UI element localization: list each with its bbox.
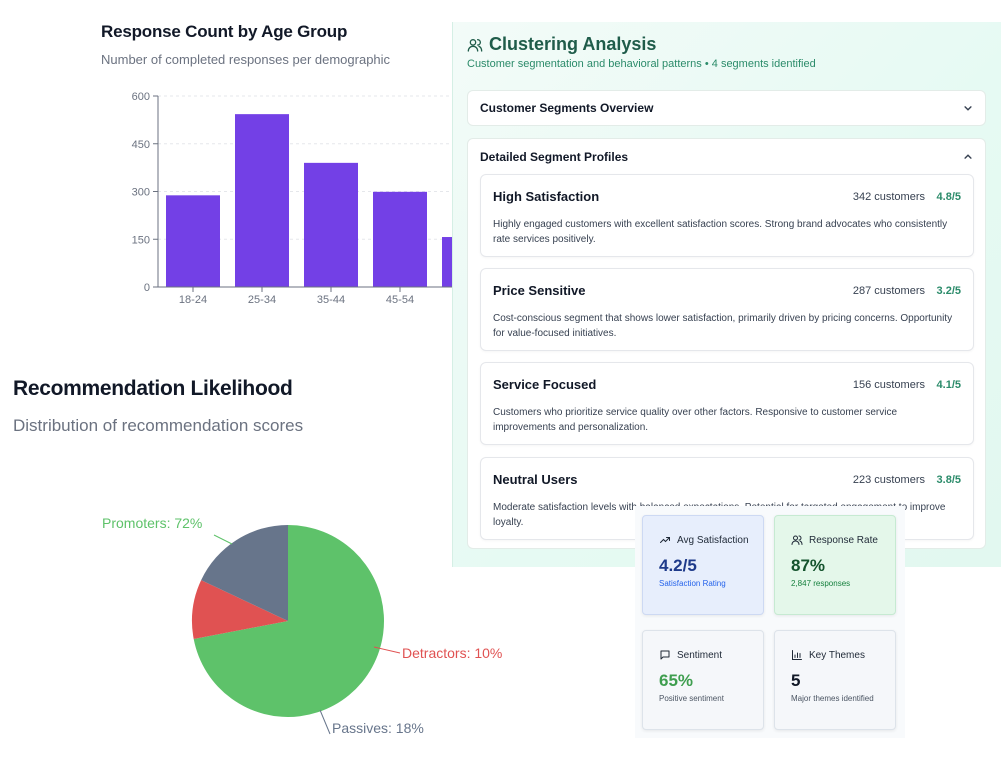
pie-label-line: [373, 646, 401, 654]
segments-overview-accordion[interactable]: Customer Segments Overview: [467, 90, 986, 126]
x-tick-label: 18-24: [179, 294, 207, 306]
metric-caption: Positive sentiment: [659, 694, 724, 703]
pie-slice[interactable]: [193, 525, 384, 717]
metric-label: Response Rate: [809, 534, 878, 546]
bar[interactable]: [373, 191, 427, 287]
segment-score: 3.8/5: [936, 474, 961, 486]
pie-slice-label: Promoters: 72%: [102, 515, 202, 531]
metric-caption: 2,847 responses: [791, 579, 851, 588]
y-tick-label: 450: [132, 139, 150, 151]
segment-count: 342 customers: [852, 191, 925, 203]
pie-slice-label: Passives: 18%: [332, 720, 424, 736]
segment-count: 223 customers: [852, 474, 925, 486]
segments-overview-label: Customer Segments Overview: [480, 101, 654, 115]
metric-card-sentiment: Sentiment 65% Positive sentiment: [642, 630, 764, 730]
bar-chart-icon: [792, 650, 802, 660]
bar[interactable]: [235, 114, 289, 288]
metric-card-response-rate: Response Rate 87% 2,847 responses: [774, 515, 896, 615]
pie-chart: Promoters: 72% Detractors: 10% Passives: 1…: [102, 515, 502, 736]
clustering-panel: Clustering Analysis Customer segmentatio…: [452, 22, 1001, 567]
segment-card[interactable]: Service Focused 156 customers 4.1/5 Cust…: [480, 362, 974, 445]
y-tick-label: 150: [132, 234, 150, 246]
pie-slice[interactable]: [201, 525, 288, 621]
metric-value: 4.2/5: [659, 556, 697, 575]
metric-caption: Major themes identified: [791, 694, 874, 703]
metric-card-avg-satisfaction: Avg Satisfaction 4.2/5 Satisfaction Rati…: [642, 515, 764, 615]
trending-up-icon: [660, 537, 670, 543]
segment-name: Service Focused: [493, 377, 597, 392]
segment-name: High Satisfaction: [493, 189, 600, 204]
segment-count: 287 customers: [852, 285, 925, 297]
bar-chart-title: Response Count by Age Group: [101, 22, 348, 41]
y-tick-label: 600: [132, 91, 150, 103]
segment-profiles-toggle[interactable]: Detailed Segment Profiles: [480, 139, 975, 175]
clustering-header: Clustering Analysis: [467, 34, 656, 55]
segment-name: Neutral Users: [493, 472, 578, 487]
bar[interactable]: [166, 195, 220, 287]
metric-label: Sentiment: [677, 649, 723, 661]
clustering-subtitle: Customer segmentation and behavioral pat…: [467, 58, 816, 70]
x-tick-label: 25-34: [248, 294, 276, 306]
segment-name: Price Sensitive: [493, 283, 586, 298]
segment-description: Highly engaged customers with excellent …: [493, 219, 948, 245]
segment-profiles-accordion: Detailed Segment Profiles High Satisfact…: [467, 138, 986, 549]
y-tick-label: 0: [144, 282, 150, 294]
bar-chart-section: Response Count by Age Group Number of co…: [0, 0, 460, 330]
y-tick-label: 300: [132, 187, 150, 199]
segment-score: 4.1/5: [936, 379, 961, 391]
segments-overview-toggle[interactable]: Customer Segments Overview: [480, 91, 975, 125]
segment-description: Customers who prioritize service quality…: [493, 407, 898, 433]
bar-chart: 0 150 300 450 600 18-24 25-34 35-44 45-54: [132, 91, 460, 306]
bar[interactable]: [304, 162, 358, 287]
segment-description: Cost-conscious segment that shows lower …: [493, 313, 953, 339]
segment-card[interactable]: High Satisfaction 342 customers 4.8/5 Hi…: [480, 174, 974, 257]
segment-count: 156 customers: [852, 379, 925, 391]
pie-label-line: [213, 534, 233, 545]
pie-slice[interactable]: [192, 580, 288, 639]
bar-chart-subtitle: Number of completed responses per demogr…: [101, 52, 391, 67]
pie-chart-title: Recommendation Likelihood: [13, 377, 293, 400]
metric-caption: Satisfaction Rating: [659, 579, 726, 588]
users-icon: [791, 535, 803, 545]
metrics-panel: Avg Satisfaction 4.2/5 Satisfaction Rati…: [635, 506, 905, 738]
x-tick-label: 35-44: [317, 294, 345, 306]
pie-slice-label: Detractors: 10%: [402, 645, 502, 661]
metric-value: 65%: [659, 671, 694, 690]
chevron-up-icon: [964, 154, 972, 159]
segment-profiles-label: Detailed Segment Profiles: [480, 150, 629, 164]
pie-label-line: [319, 709, 331, 735]
metric-label: Avg Satisfaction: [677, 534, 749, 546]
metric-card-key-themes: Key Themes 5 Major themes identified: [774, 630, 896, 730]
segment-card[interactable]: Price Sensitive 287 customers 3.2/5 Cost…: [480, 268, 974, 351]
clustering-title: Clustering Analysis: [489, 34, 657, 54]
metric-value: 5: [791, 671, 801, 690]
metric-label: Key Themes: [809, 649, 865, 661]
message-icon: [660, 650, 670, 660]
segment-score: 3.2/5: [936, 285, 961, 297]
metric-value: 87%: [791, 556, 826, 575]
x-tick-label: 45-54: [386, 294, 414, 306]
users-icon: [467, 38, 483, 52]
segment-score: 4.8/5: [936, 191, 961, 203]
pie-chart-subtitle: Distribution of recommendation scores: [13, 416, 304, 435]
chevron-down-icon: [964, 106, 972, 111]
